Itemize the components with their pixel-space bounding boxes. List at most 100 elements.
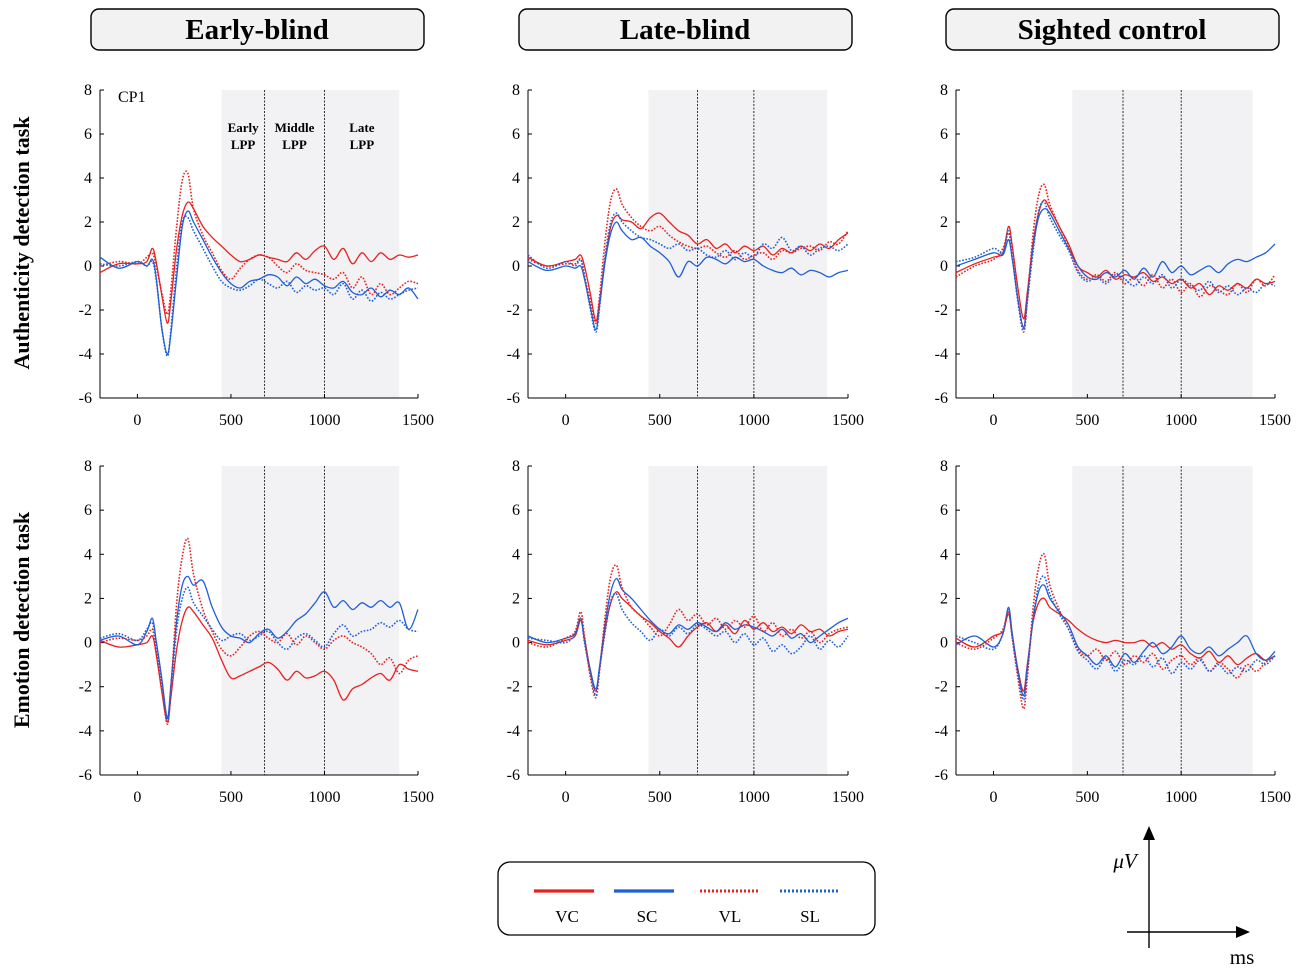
x-tick-label: 0 — [562, 412, 570, 429]
column-header-sighted-control: Sighted control — [945, 8, 1280, 51]
lpp-window-shade — [648, 90, 828, 398]
x-tick-label: 500 — [648, 412, 672, 429]
y-tick-label: 4 — [84, 170, 92, 187]
x-tick-label: 0 — [133, 412, 141, 429]
series-line-vl — [955, 552, 1276, 710]
lpp-window-shade — [648, 466, 828, 775]
y-tick-label: -2 — [507, 679, 520, 696]
column-title-sighted-control: Sighted control — [1018, 14, 1207, 46]
x-tick-label: 1000 — [308, 789, 340, 806]
panel-late-blind-authenticity: 8 6 4 2 0 -2 -4 -6 0 500 1000 1500 — [507, 82, 864, 429]
y-tick-label: 8 — [940, 458, 948, 475]
row-label-emotion: Emotion detection task — [9, 511, 34, 728]
x-tick-label: 500 — [1075, 789, 1099, 806]
x-tick-label: 0 — [990, 412, 998, 429]
panel-late-blind-emotion: 8 6 4 2 0 -2 -4 -6 0 500 1000 1500 — [507, 458, 864, 806]
x-tick-label: 1500 — [1259, 412, 1291, 429]
y-tick-label: 6 — [940, 502, 948, 519]
y-tick-label: 0 — [84, 635, 92, 652]
x-tick-label: 1000 — [308, 412, 340, 429]
y-tick-label: 2 — [84, 590, 92, 607]
x-tick-label: 1500 — [832, 412, 864, 429]
lpp-window-shade — [1072, 90, 1253, 398]
y-tick-label: 0 — [84, 258, 92, 275]
x-tick-label: 500 — [1075, 412, 1099, 429]
y-tick-label: 6 — [940, 126, 948, 143]
y-tick-label: 4 — [940, 546, 948, 563]
series-line-vc — [955, 199, 1276, 320]
series-line-sl — [99, 586, 419, 721]
y-tick-label: 8 — [84, 458, 92, 475]
unit-label-ms: ms — [1230, 945, 1255, 969]
x-tick-label: 1500 — [1259, 789, 1291, 806]
y-tick-label: 0 — [512, 635, 520, 652]
x-tick-label: 1000 — [1165, 789, 1197, 806]
column-header-early-blind: Early-blind — [90, 8, 425, 51]
y-tick-label: 2 — [940, 214, 948, 231]
column-title-early-blind: Early-blind — [185, 14, 328, 46]
legend-label-sc: SC — [637, 907, 658, 926]
x-tick-label: 1000 — [738, 412, 770, 429]
y-tick-label: 0 — [940, 635, 948, 652]
y-tick-label: 6 — [84, 502, 92, 519]
window-label-middle: Middle — [275, 120, 315, 135]
panel-early-blind-emotion: 8 6 4 2 0 -2 -4 -6 0 500 1000 1500 — [79, 458, 434, 806]
x-tick-label: 500 — [219, 789, 243, 806]
y-tick-label: -6 — [507, 390, 520, 407]
x-tick-label: 500 — [648, 789, 672, 806]
y-tick-label: -6 — [935, 390, 948, 407]
y-tick-label: -2 — [507, 302, 520, 319]
y-tick-label: -4 — [79, 723, 92, 740]
y-tick-label: -2 — [935, 679, 948, 696]
window-label-middle: LPP — [282, 137, 307, 152]
column-title-late-blind: Late-blind — [620, 14, 751, 46]
unit-axes-key: μV ms — [1112, 826, 1254, 969]
x-tick-label: 1000 — [1165, 412, 1197, 429]
y-tick-label: -2 — [935, 302, 948, 319]
series-line-sl — [955, 575, 1276, 701]
y-tick-label: -4 — [935, 723, 948, 740]
y-tick-label: 4 — [84, 546, 92, 563]
panel-sighted-control-emotion: 8 6 4 2 0 -2 -4 -6 0 500 1000 1500 — [935, 458, 1291, 806]
y-tick-label: 4 — [940, 170, 948, 187]
series-line-sl — [527, 592, 849, 697]
series-line-vl — [527, 188, 849, 325]
y-tick-label: -4 — [79, 346, 92, 363]
y-tick-label: -6 — [935, 767, 948, 784]
series-line-sl — [955, 201, 1276, 331]
x-tick-label: 0 — [990, 789, 998, 806]
series-line-sl — [527, 212, 849, 333]
legend-label-vc: VC — [555, 907, 579, 926]
y-tick-label: -4 — [507, 723, 520, 740]
y-tick-label: 0 — [512, 258, 520, 275]
x-tick-label: 1000 — [738, 789, 770, 806]
x-tick-label: 1500 — [402, 789, 434, 806]
y-tick-label: -2 — [79, 302, 92, 319]
y-tick-label: -4 — [507, 346, 520, 363]
lpp-window-shade — [221, 466, 400, 775]
y-tick-label: 2 — [512, 590, 520, 607]
column-header-late-blind: Late-blind — [518, 8, 853, 51]
y-tick-label: -6 — [507, 767, 520, 784]
y-tick-label: 6 — [84, 126, 92, 143]
y-tick-label: -6 — [79, 767, 92, 784]
legend: VC SC VL SL — [497, 861, 876, 936]
series-line-sl — [99, 215, 419, 357]
panel-sighted-control-authenticity: 8 6 4 2 0 -2 -4 -6 0 500 1000 1500 — [935, 82, 1291, 429]
y-tick-label: 4 — [512, 546, 520, 563]
x-tick-label: 1500 — [402, 412, 434, 429]
window-label-late: LPP — [350, 137, 375, 152]
y-tick-label: 4 — [512, 170, 520, 187]
window-label-early: LPP — [231, 137, 256, 152]
series-line-vc — [99, 606, 419, 723]
y-tick-label: -2 — [79, 679, 92, 696]
series-line-vl — [527, 564, 849, 699]
legend-label-sl: SL — [800, 907, 820, 926]
x-tick-label: 500 — [219, 412, 243, 429]
series-line-vc — [527, 212, 849, 322]
lpp-window-shade — [221, 90, 400, 398]
y-tick-label: 2 — [512, 214, 520, 231]
y-tick-label: -4 — [935, 346, 948, 363]
y-tick-label: 8 — [84, 82, 92, 99]
